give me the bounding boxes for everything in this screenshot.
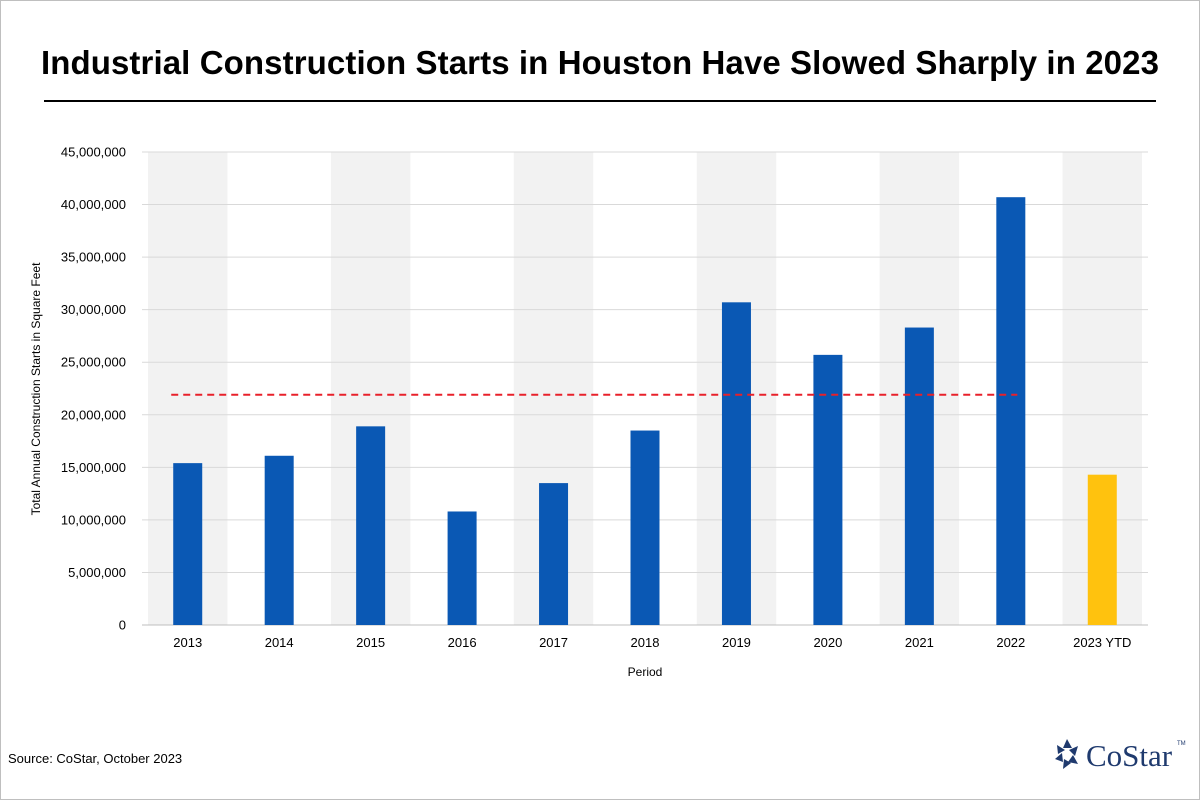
- y-tick-label: 10,000,000: [61, 512, 126, 527]
- y-tick-label: 45,000,000: [61, 145, 126, 160]
- y-tick-label: 35,000,000: [61, 250, 126, 265]
- y-tick-label: 20,000,000: [61, 407, 126, 422]
- x-axis-label: Period: [628, 665, 663, 679]
- x-tick-label: 2022: [996, 635, 1025, 650]
- x-tick-label: 2017: [539, 635, 568, 650]
- bar-2022: [996, 197, 1026, 625]
- x-tick-label: 2019: [722, 635, 751, 650]
- x-tick-label: 2021: [905, 635, 934, 650]
- x-tick-label: 2016: [448, 635, 477, 650]
- y-axis-ticks: 0 5,000,000 10,000,000 15,000,000 20,000,000…: [61, 145, 126, 633]
- chart-title: Industrial Construction Starts in Housto…: [40, 44, 1160, 81]
- x-tick-label: 2023 YTD: [1073, 635, 1131, 650]
- bars: [173, 197, 1117, 625]
- bar-2017: [539, 483, 569, 625]
- costar-logo-text: CoStar: [1086, 738, 1173, 773]
- bar-2023-ytd: [1087, 474, 1117, 625]
- y-axis-label: Total Annual Construction Starts in Squa…: [29, 262, 43, 515]
- title-divider: [44, 100, 1156, 102]
- bar-2020: [813, 354, 843, 625]
- y-tick-label: 30,000,000: [61, 302, 126, 317]
- bar-2016: [447, 511, 477, 625]
- x-tick-label: 2015: [356, 635, 385, 650]
- y-tick-label: 5,000,000: [68, 565, 126, 580]
- bar-2015: [356, 426, 386, 625]
- y-tick-label: 40,000,000: [61, 197, 126, 212]
- bar-2013: [173, 463, 203, 625]
- trademark-mark: TM: [1177, 741, 1186, 747]
- source-note: Source: CoStar, October 2023: [8, 751, 183, 766]
- x-tick-label: 2018: [631, 635, 660, 650]
- x-axis-ticks: 2013 2014 2015 2016 2017 2018 2019 2020 2021 2022…: [173, 635, 1131, 650]
- y-tick-label: 25,000,000: [61, 355, 126, 370]
- x-tick-label: 2013: [173, 635, 202, 650]
- x-tick-label: 2020: [813, 635, 842, 650]
- bar-2019: [721, 302, 751, 625]
- bar-2018: [630, 430, 660, 625]
- y-tick-label: 15,000,000: [61, 460, 126, 475]
- x-tick-label: 2014: [265, 635, 294, 650]
- bar-2021: [904, 327, 934, 625]
- y-tick-label: 0: [119, 618, 126, 633]
- costar-star-icon: [1055, 739, 1078, 769]
- bar-2014: [264, 455, 294, 625]
